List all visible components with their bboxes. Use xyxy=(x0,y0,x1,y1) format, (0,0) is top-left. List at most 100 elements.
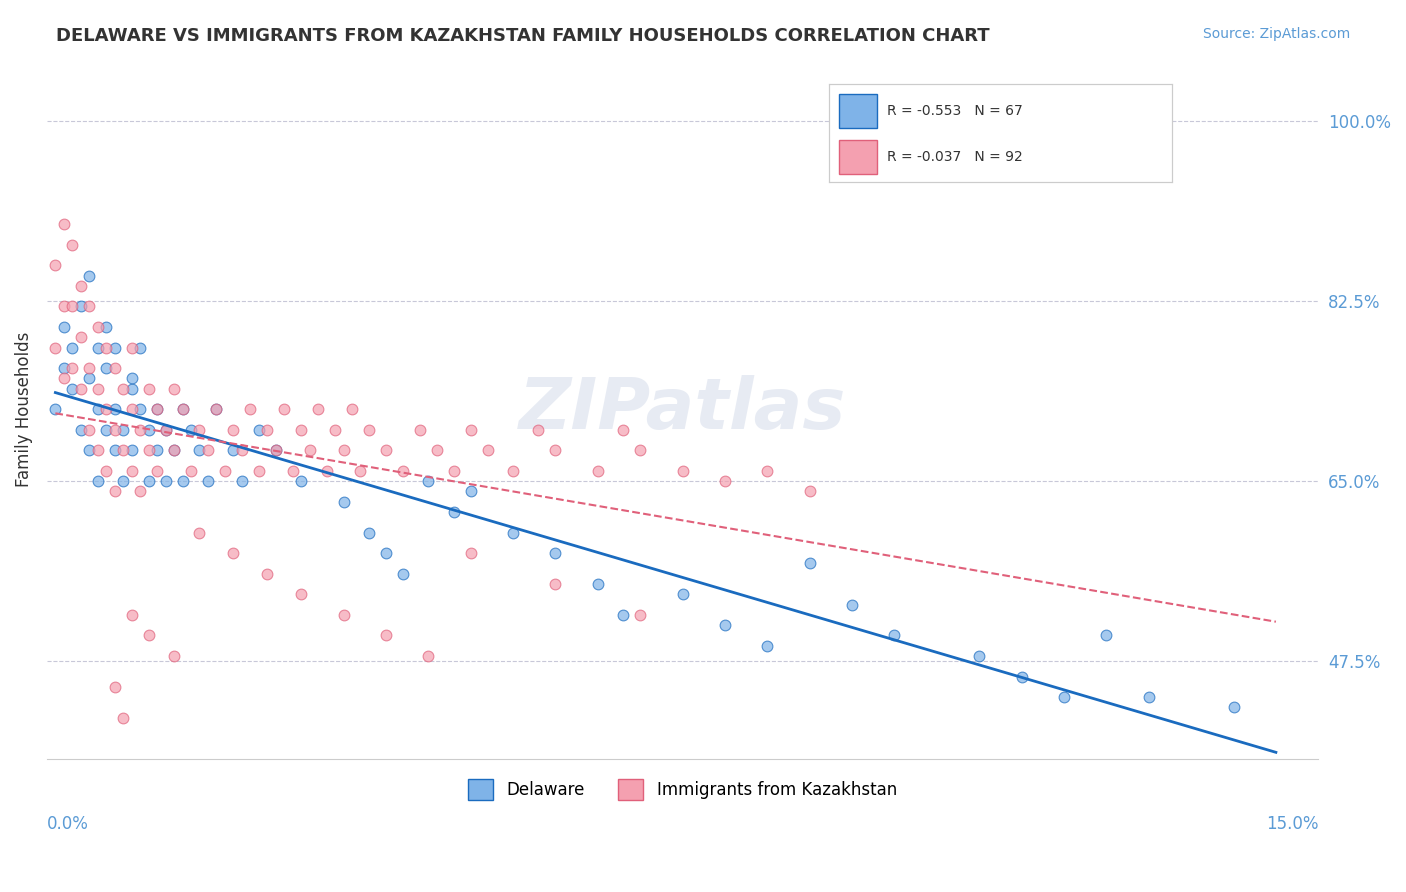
Point xyxy=(205,402,228,417)
Point xyxy=(104,341,127,355)
Point xyxy=(214,464,236,478)
Point xyxy=(374,628,396,642)
Point xyxy=(180,464,202,478)
Point xyxy=(104,443,127,458)
Point xyxy=(96,464,118,478)
Point xyxy=(418,474,440,488)
Point xyxy=(460,484,482,499)
Point xyxy=(544,577,567,591)
Point xyxy=(52,361,75,376)
Point xyxy=(502,464,524,478)
Point xyxy=(315,464,337,478)
Point xyxy=(87,382,110,396)
Point xyxy=(69,330,91,344)
Text: 0.0%: 0.0% xyxy=(46,815,89,833)
Point xyxy=(60,237,83,252)
Point xyxy=(77,371,100,385)
Point xyxy=(256,566,278,581)
Point xyxy=(155,474,177,488)
Point xyxy=(60,299,83,313)
Point xyxy=(392,566,415,581)
Point xyxy=(146,402,169,417)
Point xyxy=(349,464,371,478)
Point xyxy=(112,711,135,725)
Point xyxy=(188,525,211,540)
Point xyxy=(155,423,177,437)
Point xyxy=(1053,690,1076,705)
Point xyxy=(264,443,287,458)
Point xyxy=(409,423,432,437)
Point xyxy=(112,382,135,396)
Point xyxy=(418,648,440,663)
Point xyxy=(586,577,609,591)
Point xyxy=(69,423,91,437)
Point xyxy=(1137,690,1160,705)
Point xyxy=(112,474,135,488)
Point xyxy=(392,464,415,478)
Point xyxy=(121,382,143,396)
Point xyxy=(69,299,91,313)
Point xyxy=(69,382,91,396)
Point xyxy=(104,484,127,499)
Point xyxy=(60,341,83,355)
Point xyxy=(44,258,66,272)
Point xyxy=(612,607,634,622)
Point xyxy=(112,443,135,458)
Point xyxy=(172,402,194,417)
Point xyxy=(544,546,567,560)
Point xyxy=(967,648,990,663)
Point xyxy=(163,443,186,458)
Point xyxy=(121,607,143,622)
Text: 15.0%: 15.0% xyxy=(1265,815,1319,833)
Point xyxy=(298,443,321,458)
Point xyxy=(87,402,110,417)
Point xyxy=(52,371,75,385)
Point xyxy=(714,474,737,488)
Point xyxy=(163,382,186,396)
Point xyxy=(256,423,278,437)
Point xyxy=(104,423,127,437)
Point xyxy=(112,423,135,437)
Point xyxy=(96,361,118,376)
Point xyxy=(281,464,304,478)
Point xyxy=(87,474,110,488)
Point xyxy=(52,217,75,231)
Point xyxy=(77,423,100,437)
Point xyxy=(1095,628,1118,642)
Point xyxy=(104,361,127,376)
Point xyxy=(121,443,143,458)
Point xyxy=(239,402,262,417)
Point xyxy=(714,618,737,632)
Point xyxy=(1011,670,1033,684)
Point xyxy=(52,320,75,334)
Point xyxy=(340,402,363,417)
Point xyxy=(477,443,499,458)
Point xyxy=(628,443,651,458)
Point xyxy=(756,464,779,478)
Point xyxy=(628,607,651,622)
Point xyxy=(60,361,83,376)
Point xyxy=(323,423,346,437)
Point xyxy=(799,557,821,571)
Point xyxy=(96,320,118,334)
Point xyxy=(247,464,270,478)
Point xyxy=(231,474,253,488)
Point xyxy=(77,299,100,313)
Point xyxy=(138,628,160,642)
Point xyxy=(460,423,482,437)
Point xyxy=(290,474,312,488)
Point xyxy=(544,443,567,458)
Point xyxy=(138,382,160,396)
Point xyxy=(52,299,75,313)
Point xyxy=(60,382,83,396)
Point xyxy=(273,402,295,417)
Point xyxy=(87,320,110,334)
Point xyxy=(264,443,287,458)
Text: Source: ZipAtlas.com: Source: ZipAtlas.com xyxy=(1202,27,1350,41)
Point xyxy=(44,341,66,355)
Text: ZIPatlas: ZIPatlas xyxy=(519,375,846,443)
Point xyxy=(332,607,354,622)
Point xyxy=(77,443,100,458)
Point xyxy=(121,464,143,478)
Point xyxy=(96,423,118,437)
